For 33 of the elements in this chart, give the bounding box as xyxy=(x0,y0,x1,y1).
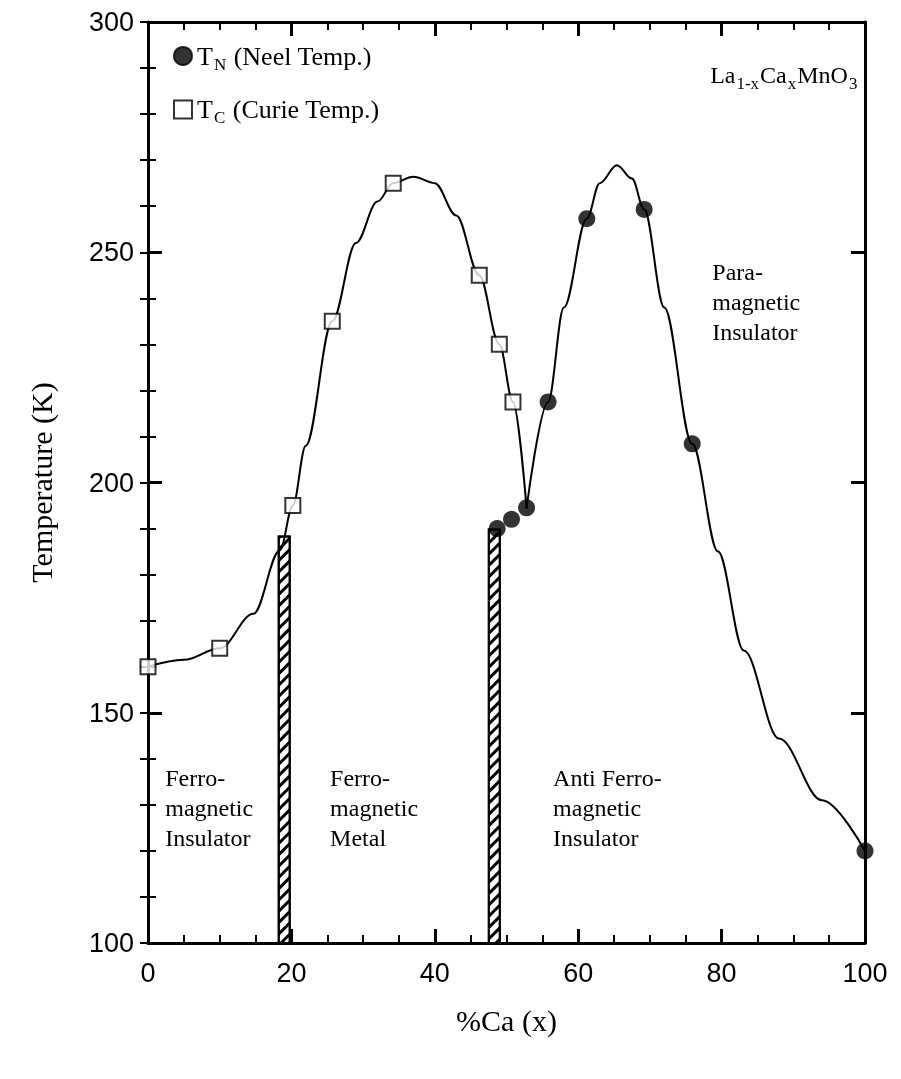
y-tick-label: 250 xyxy=(88,237,134,268)
point xyxy=(518,499,536,517)
point xyxy=(384,174,402,192)
point xyxy=(490,335,508,353)
y-axis-title: Temperature (K) xyxy=(24,382,59,583)
point xyxy=(856,842,874,860)
point xyxy=(139,658,157,676)
x-tick-label: 80 xyxy=(706,957,737,988)
point xyxy=(470,266,488,284)
y-tick-label: 300 xyxy=(88,7,134,37)
annotation: Ferro- magnetic Insulator xyxy=(165,765,254,852)
point xyxy=(504,393,522,411)
annotation: Anti Ferro- magnetic Insulator xyxy=(553,765,662,852)
x-tick-label: 60 xyxy=(563,957,594,988)
point xyxy=(635,200,653,218)
point xyxy=(488,520,506,538)
y-tick-label: 150 xyxy=(88,697,134,728)
point xyxy=(323,312,341,330)
x-tick-label: 100 xyxy=(842,957,888,988)
x-axis-title: %Ca (x) xyxy=(456,1003,557,1038)
y-tick-label: 100 xyxy=(88,928,134,958)
annotation: Para- magnetic Insulator xyxy=(712,258,801,345)
y-tick-label: 200 xyxy=(88,467,134,498)
annotation: Ferro- magnetic Metal xyxy=(330,765,419,852)
x-tick-label: 40 xyxy=(419,957,450,988)
point xyxy=(503,510,521,528)
x-tick-label: 0 xyxy=(140,957,156,988)
point xyxy=(683,435,701,453)
point xyxy=(211,639,229,657)
point xyxy=(539,393,557,411)
point xyxy=(284,497,302,515)
point xyxy=(578,210,596,228)
x-tick-label: 20 xyxy=(276,957,307,988)
